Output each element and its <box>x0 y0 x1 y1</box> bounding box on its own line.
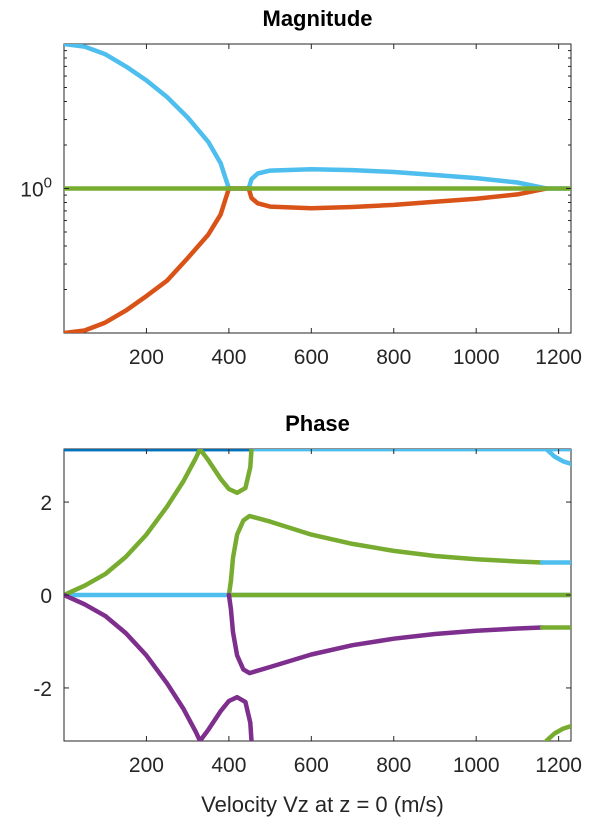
magnitude-panel: 200 400 600 800 1000 1200 100 Magnitude <box>20 6 582 369</box>
y-tick-label: 2 <box>40 492 52 515</box>
series-line-8 <box>226 592 545 676</box>
x-tick-label: 600 <box>294 754 329 777</box>
x-tick-label: 1000 <box>453 346 500 369</box>
x-tick-label: 400 <box>211 754 246 777</box>
x-tick-label: 1200 <box>535 754 582 777</box>
phase-panel: 200 400 600 800 1000 1200 2 0 -2 Phase Velocity Vz… <box>33 411 582 817</box>
y-tick-label: 100 <box>20 175 52 202</box>
chart-title: Magnitude <box>263 6 373 31</box>
x-tick-label: 1200 <box>535 346 582 369</box>
y-tick-label: 0 <box>40 585 52 608</box>
x-tick-label: 200 <box>129 346 164 369</box>
series-line-3 <box>64 449 254 598</box>
series-line-11 <box>544 723 571 741</box>
x-tick-label: 800 <box>376 346 411 369</box>
chart-title: Phase <box>285 411 350 436</box>
series-line-1 <box>64 186 549 333</box>
series-line-10 <box>544 449 571 467</box>
series-line-6 <box>226 513 545 598</box>
x-tick-label: 600 <box>294 346 329 369</box>
x-tick-label: 800 <box>376 754 411 777</box>
y-tick-label: -2 <box>33 678 52 701</box>
x-tick-label: 200 <box>129 754 164 777</box>
x-axis-label: Velocity Vz at z = 0 (m/s) <box>201 792 444 817</box>
x-tick-label: 400 <box>211 346 246 369</box>
series-line-4 <box>64 592 254 741</box>
x-tick-label: 1000 <box>453 754 500 777</box>
series-line-0 <box>64 44 571 191</box>
